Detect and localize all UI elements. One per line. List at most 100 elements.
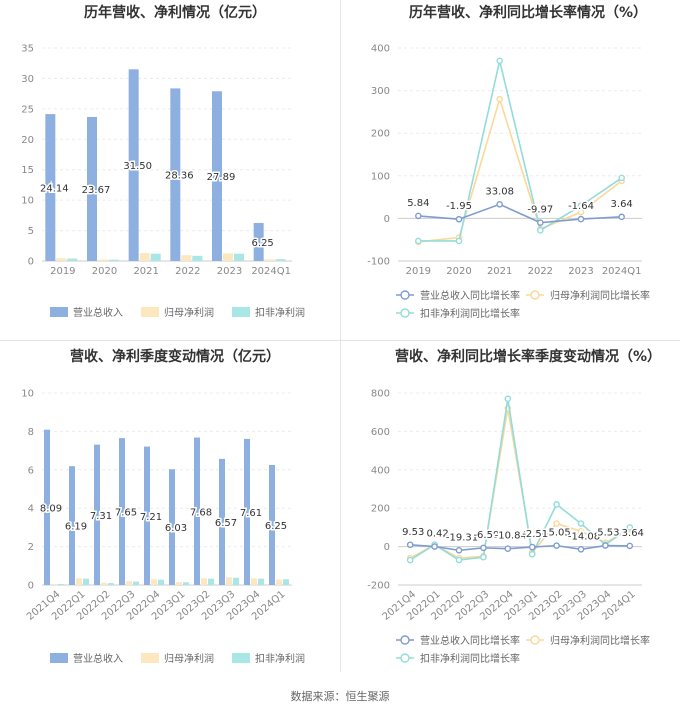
- series-point: [537, 227, 544, 234]
- data-label: 3.64: [611, 199, 633, 210]
- series-point: [455, 556, 463, 564]
- legend-label: 扣非净利润同比增长率: [420, 307, 520, 320]
- y-tick-label: 400: [371, 465, 390, 476]
- panel-divider-horizontal: [0, 340, 680, 341]
- bar-revenue: [69, 466, 75, 585]
- y-tick-label: 8: [28, 427, 34, 438]
- y-tick-label: 2: [28, 542, 34, 553]
- bar-net-profit: [98, 259, 108, 261]
- legend-label: 营业总收入: [73, 652, 123, 665]
- bar-deducted-profit: [208, 578, 214, 585]
- bar-net-profit: [201, 578, 207, 585]
- y-tick-label: 0: [384, 542, 390, 553]
- data-label: 7.31: [90, 511, 112, 522]
- x-tick-label: 2024Q1: [251, 266, 291, 277]
- data-label: -2.51: [522, 529, 548, 540]
- x-tick-label: 2023: [568, 266, 593, 277]
- legend-marker: [400, 653, 410, 663]
- bar-net-profit: [176, 582, 182, 585]
- bar-net-profit: [276, 579, 282, 585]
- bar-deducted-profit: [183, 582, 189, 585]
- chart-title: 历年营收、净利情况（亿元）: [84, 4, 266, 21]
- x-tick-label: 2020: [92, 266, 117, 277]
- bar-net-profit: [181, 255, 192, 261]
- series-point: [553, 542, 560, 549]
- y-tick-label: 10: [21, 196, 34, 207]
- bar-deducted-profit: [133, 581, 139, 585]
- y-tick-label: 10: [21, 389, 34, 400]
- y-tick-label: 400: [371, 44, 390, 55]
- x-tick-label: 2022: [175, 266, 200, 277]
- data-label: -6.59: [473, 530, 499, 541]
- series-point: [415, 237, 422, 245]
- y-tick-label: 25: [21, 104, 34, 115]
- bar-net-profit: [139, 253, 150, 261]
- y-tick-label: 5: [28, 226, 34, 237]
- series-point: [528, 550, 536, 558]
- series-point: [455, 215, 463, 223]
- legend-swatch: [50, 653, 68, 663]
- series-point: [537, 219, 544, 226]
- data-label: 7.21: [140, 512, 162, 523]
- bar-net-profit: [251, 578, 257, 585]
- series-point: [496, 57, 503, 65]
- legend-swatch: [232, 307, 250, 317]
- data-label: 9.53: [402, 527, 424, 538]
- series-point: [577, 208, 585, 216]
- data-label: 6.25: [252, 238, 274, 249]
- bar-deducted-profit: [58, 584, 64, 585]
- series-point: [455, 547, 463, 554]
- data-label: 6.03: [165, 523, 187, 534]
- y-tick-label: 100: [371, 171, 390, 182]
- series-point: [455, 237, 463, 245]
- bar-revenue: [219, 458, 225, 585]
- data-label: 6.19: [65, 522, 87, 533]
- x-tick-label: 2024Q1: [602, 266, 642, 277]
- y-tick-label: 200: [371, 129, 390, 140]
- y-tick-label: 15: [21, 165, 34, 176]
- series-point: [553, 501, 560, 508]
- bar-revenue: [144, 446, 150, 585]
- series-point: [577, 520, 585, 527]
- series-point: [577, 215, 585, 223]
- legend-label: 扣非净利润: [255, 306, 305, 319]
- series-line-revenue-growth: [410, 543, 630, 552]
- y-tick-label: 300: [371, 86, 390, 97]
- x-tick-label: 2021: [487, 266, 512, 277]
- bar-deducted-profit: [150, 253, 161, 261]
- bar-deducted-profit: [258, 578, 264, 585]
- bar-revenue: [44, 429, 50, 585]
- data-label: 7.61: [240, 508, 262, 519]
- series-point: [618, 174, 625, 182]
- data-label: 28.36: [165, 171, 194, 182]
- bar-revenue: [128, 69, 139, 261]
- data-label: 6.57: [215, 518, 237, 529]
- series-point: [577, 546, 585, 553]
- bar-deducted-profit: [233, 577, 239, 585]
- bar-deducted-profit: [109, 259, 119, 261]
- bar-deducted-profit: [275, 259, 286, 261]
- bar-revenue: [119, 438, 125, 585]
- bar-deducted-profit: [158, 579, 164, 585]
- series-line-net-profit-growth: [418, 96, 623, 243]
- chart-title: 营收、净利季度变动情况（亿元）: [70, 348, 280, 365]
- series-point: [480, 553, 487, 561]
- y-tick-label: 0: [28, 257, 34, 268]
- legend-label: 归母净利润同比增长率: [550, 289, 650, 302]
- series-point: [528, 543, 536, 551]
- data-label: 7.65: [115, 508, 137, 519]
- bar-revenue: [212, 91, 222, 261]
- series-point: [415, 212, 422, 220]
- x-tick-label: 2019: [50, 266, 75, 277]
- series-point: [431, 543, 438, 550]
- data-label: 5.05: [548, 528, 570, 539]
- series-point: [618, 213, 625, 221]
- legend-marker: [530, 290, 540, 300]
- bar-net-profit: [223, 253, 233, 261]
- legend-swatch: [232, 653, 250, 663]
- data-label: -1.64: [568, 201, 594, 212]
- x-tick-label: 2023: [217, 266, 242, 277]
- bar-revenue: [45, 114, 56, 262]
- bar-net-profit: [264, 259, 275, 261]
- y-tick-label: 4: [28, 504, 34, 515]
